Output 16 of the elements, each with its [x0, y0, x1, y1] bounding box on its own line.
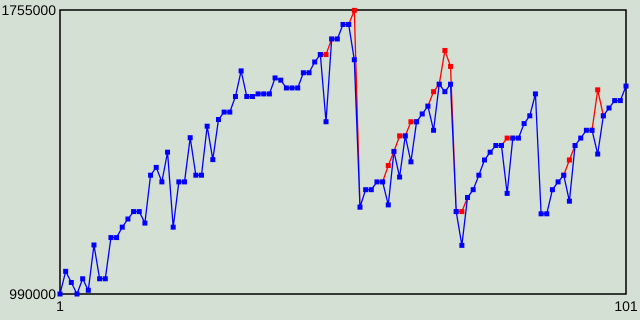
point	[324, 52, 329, 58]
point	[352, 8, 357, 13]
point	[566, 157, 572, 162]
point	[386, 163, 391, 168]
y-tick-label: 1755000	[1, 2, 56, 18]
point	[442, 48, 448, 53]
point	[397, 133, 402, 138]
x-tick-label: 1	[56, 298, 64, 314]
point	[431, 89, 436, 94]
x-tick-label: 101	[614, 298, 638, 314]
point	[448, 64, 454, 69]
point	[408, 119, 414, 124]
point	[595, 87, 600, 92]
y-tick-label: 990000	[9, 286, 56, 302]
point	[459, 209, 464, 214]
point	[504, 136, 510, 141]
